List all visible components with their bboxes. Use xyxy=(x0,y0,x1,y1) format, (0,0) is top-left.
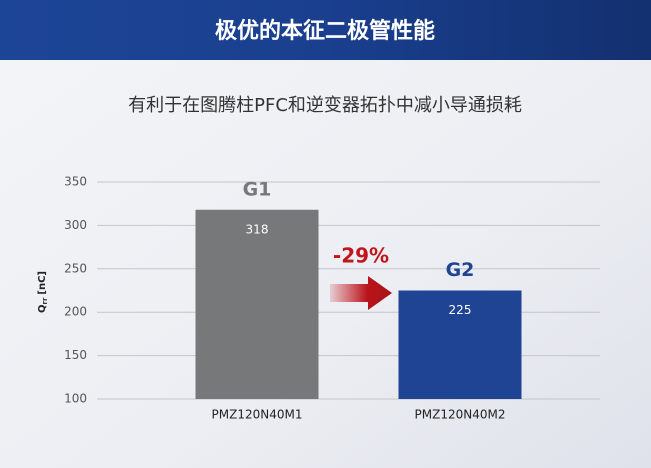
annotation: -29% xyxy=(333,244,389,268)
bar xyxy=(195,209,319,399)
y-axis-label: Qrr [nC] xyxy=(37,271,49,313)
y-label-subscript: rr xyxy=(41,297,49,304)
chart-subtitle: 有利于在图腾柱PFC和逆变器拓扑中减小导通损耗 xyxy=(128,95,522,116)
y-tick-label: 100 xyxy=(64,392,87,406)
y-label-unit: [nC] xyxy=(37,271,48,295)
y-tick-label: 300 xyxy=(64,218,87,232)
plot-area: 100 150 200 250 300 350 318 G1 PMZ120N40M1 225 G2 P… xyxy=(64,175,600,422)
y-tick-label: 350 xyxy=(64,175,87,189)
value-label: 225 xyxy=(449,303,472,317)
y-tick-label: 250 xyxy=(64,261,87,275)
bar-label: G2 xyxy=(446,259,475,281)
y-tick-label: 150 xyxy=(64,348,87,362)
y-label-symbol: Q xyxy=(37,305,48,314)
header-band xyxy=(0,0,651,60)
reduction-arrow xyxy=(330,276,392,310)
y-tick-label: 200 xyxy=(64,305,87,319)
value-label: 318 xyxy=(246,222,269,236)
bar-label: G1 xyxy=(243,178,272,200)
x-tick-label: PMZ120N40M2 xyxy=(415,408,506,422)
bar xyxy=(398,290,522,399)
x-tick-label: PMZ120N40M1 xyxy=(212,408,303,422)
chart-title: 极优的本征二极管性能 xyxy=(215,18,435,44)
